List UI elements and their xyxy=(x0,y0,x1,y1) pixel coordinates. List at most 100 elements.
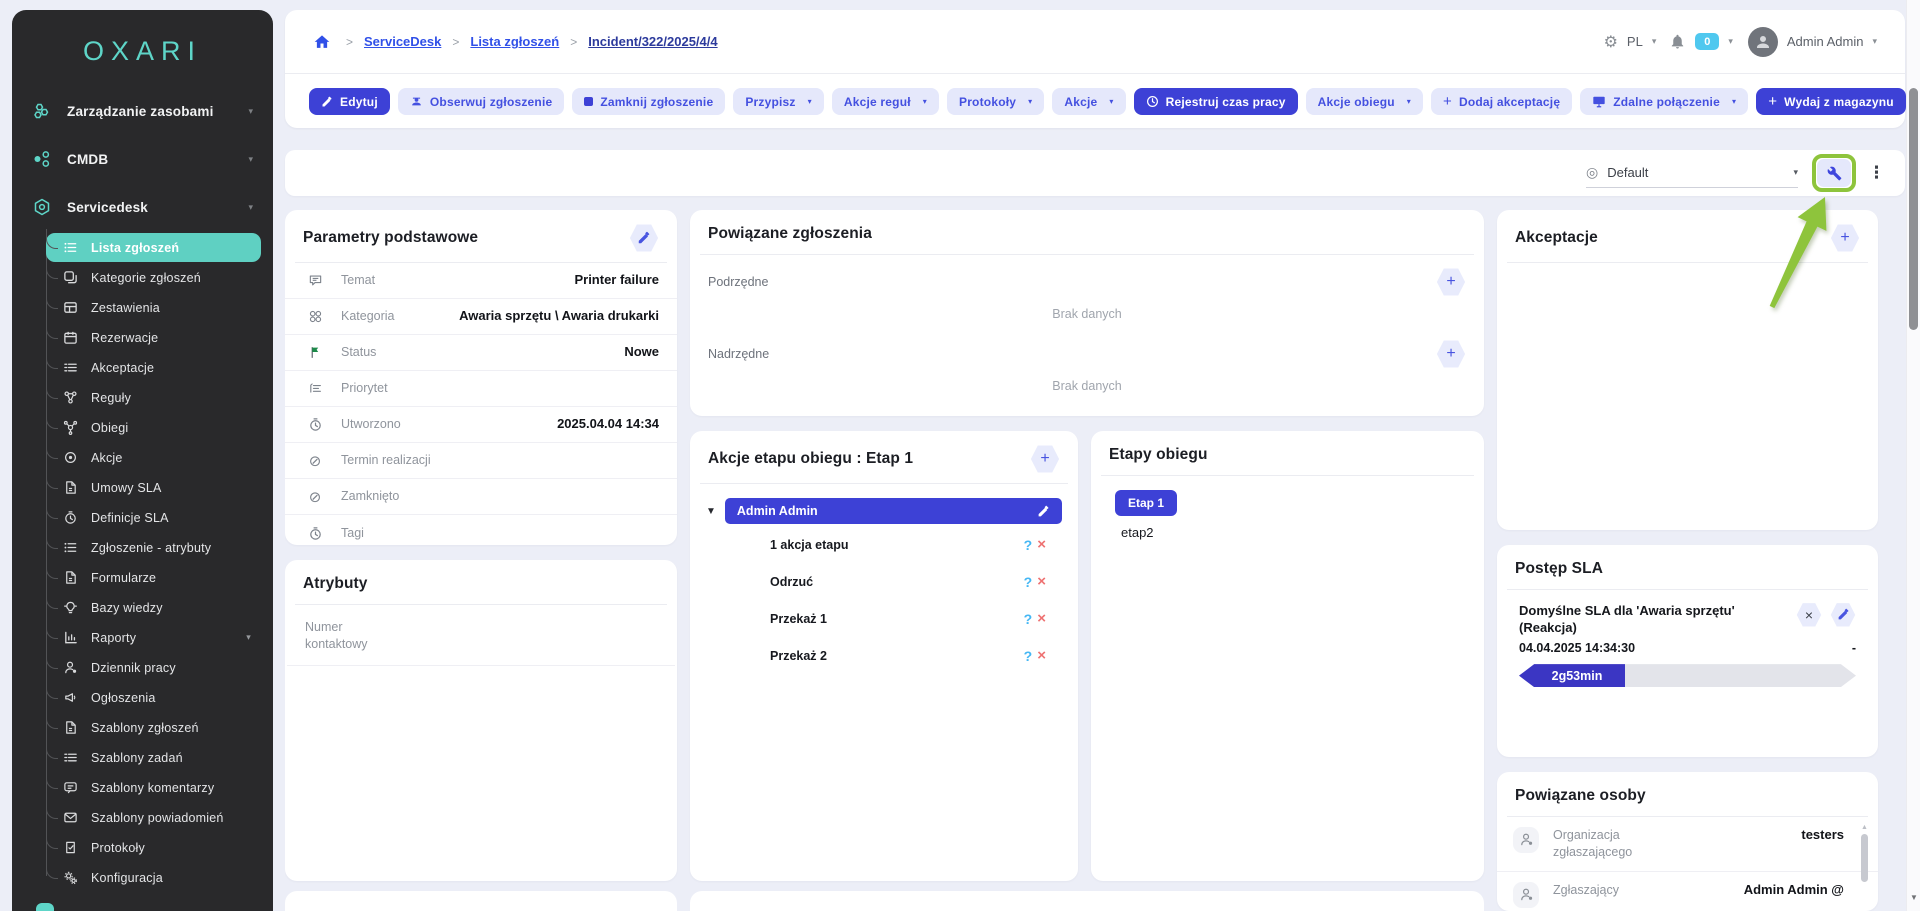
rule-actions-button[interactable]: Akcje reguł ▾ xyxy=(831,88,939,115)
sidebar-item-zestawienia[interactable]: Zestawienia xyxy=(46,293,261,322)
chevron-down-icon[interactable]: ▾ xyxy=(1728,36,1733,46)
stage-badge-active[interactable]: Etap 1 xyxy=(1115,490,1178,516)
scroll-up-icon[interactable]: ▲ xyxy=(1861,823,1868,831)
sidebar-item-szablony-zgloszen[interactable]: Szablony zgłoszeń xyxy=(46,713,261,742)
sidebar-item-akceptacje[interactable]: Akceptacje xyxy=(46,353,261,382)
question-icon[interactable]: ? xyxy=(1023,573,1033,590)
checklist-icon xyxy=(63,360,78,375)
panel-title: Etapy obiegu xyxy=(1109,446,1208,463)
sidebar-item-ogloszenia[interactable]: Ogłoszenia xyxy=(46,683,261,712)
add-stage-action-button[interactable]: + xyxy=(1030,445,1060,473)
stage-action-row: Odrzuć? × xyxy=(770,573,1046,590)
sidebar-item-konfiguracja[interactable]: Konfiguracja xyxy=(46,863,261,892)
breadcrumb-incident[interactable]: Incident/322/2025/4/4 xyxy=(588,34,718,49)
chevron-down-icon: ▾ xyxy=(1028,97,1033,106)
sidebar-item-umowy-sla[interactable]: Umowy SLA xyxy=(46,473,261,502)
person-icon xyxy=(63,660,78,675)
sidebar-group-servicedesk[interactable]: Servicedesk ▾ xyxy=(12,183,273,231)
chevron-down-icon[interactable]: ▾ xyxy=(1651,36,1657,46)
kebab-menu-icon[interactable]: ⋮ xyxy=(1868,163,1885,182)
close-ticket-button[interactable]: Zamknij zgłoszenie xyxy=(572,88,726,115)
sidebar-item-raporty[interactable]: Raporty ▾ xyxy=(46,623,261,652)
home-icon[interactable] xyxy=(313,33,331,51)
sidebar-item-formularze[interactable]: Formularze xyxy=(46,563,261,592)
stage-label[interactable]: etap2 xyxy=(1121,525,1154,540)
sidebar-item-reguly[interactable]: Reguły xyxy=(46,383,261,412)
remove-sla-button[interactable]: × xyxy=(1796,603,1822,627)
sidebar-item-rezerwacje[interactable]: Rezerwacje xyxy=(46,323,261,352)
sidebar-item-szablony-komentarzy[interactable]: Szablony komentarzy xyxy=(46,773,261,802)
person-icon xyxy=(1519,832,1534,847)
sidebar-group-zarzadzanie-zasobami[interactable]: Zarządzanie zasobami ▾ xyxy=(12,87,273,135)
edit-sla-button[interactable] xyxy=(1830,603,1856,627)
issue-from-warehouse-button[interactable]: + Wydaj z magazynu xyxy=(1756,88,1906,115)
flag-icon xyxy=(308,345,323,360)
sidebar-item-protokoly[interactable]: Protokoły xyxy=(46,833,261,862)
observe-ticket-button[interactable]: Obserwuj zgłoszenie xyxy=(397,88,565,115)
basic-parameters-panel: Parametry podstawowe Temat Printer failur… xyxy=(285,210,677,545)
question-icon[interactable]: ? xyxy=(1023,647,1033,664)
view-preset-select[interactable]: ◎ Default ▾ xyxy=(1586,158,1798,188)
stop-square-icon xyxy=(584,97,594,106)
question-icon[interactable]: ? xyxy=(1023,536,1033,553)
close-icon[interactable]: × xyxy=(1037,610,1046,627)
pencil-icon[interactable] xyxy=(1037,505,1050,518)
sla-end-time: - xyxy=(1851,641,1856,656)
gear-icon[interactable]: ⚙ xyxy=(1603,33,1618,51)
monitor-icon xyxy=(1592,94,1606,109)
close-icon[interactable]: × xyxy=(1037,536,1046,553)
annotation-highlight-box xyxy=(1812,154,1856,192)
stage-action-row: Przekaż 2? × xyxy=(770,647,1046,664)
sidebar-item-szablony-powiadomien[interactable]: Szablony powiadomień xyxy=(46,803,261,832)
customize-view-button[interactable] xyxy=(1817,159,1851,187)
user-menu[interactable]: Admin Admin xyxy=(1786,34,1864,49)
panel-title: Akcje etapu obiegu : Etap 1 xyxy=(708,450,914,467)
edit-button[interactable]: Edytuj xyxy=(309,88,390,115)
language-selector[interactable]: PL xyxy=(1626,34,1643,49)
scrollbar-thumb[interactable] xyxy=(1909,88,1918,330)
sidebar-item-szablony-zadan[interactable]: Szablony zadań xyxy=(46,743,261,772)
add-parent-ticket-button[interactable]: + xyxy=(1436,340,1466,368)
assign-button[interactable]: Przypisz ▾ xyxy=(733,88,824,115)
sidebar-item-kategorie-zgloszen[interactable]: Kategorie zgłoszeń xyxy=(46,263,261,292)
sidebar-item-zgloszenie-atrybuty[interactable]: Zgłoszenie - atrybuty xyxy=(46,533,261,562)
notification-badge[interactable]: 0 xyxy=(1695,33,1720,50)
chevron-down-icon: ▾ xyxy=(1109,97,1114,106)
chevron-down-icon: ▾ xyxy=(248,105,253,116)
protocols-button[interactable]: Protokoły ▾ xyxy=(946,88,1045,115)
divider xyxy=(1507,588,1868,590)
sidebar-item-dziennik-pracy[interactable]: Dziennik pracy xyxy=(46,653,261,682)
sidebar-item-bazy-wiedzy[interactable]: Bazy wiedzy xyxy=(46,593,261,622)
add-child-ticket-button[interactable]: + xyxy=(1436,268,1466,296)
breadcrumb-lista-zgloszen[interactable]: Lista zgłoszeń xyxy=(470,34,560,49)
sidebar-item-definicje-sla[interactable]: Definicje SLA xyxy=(46,503,261,532)
chevron-down-icon[interactable]: ▾ xyxy=(1872,36,1877,46)
question-icon[interactable]: ? xyxy=(1023,610,1033,627)
close-icon[interactable]: × xyxy=(1037,573,1046,590)
sidebar-group-cmdb[interactable]: CMDB ▾ xyxy=(12,135,273,183)
avatar[interactable] xyxy=(1747,26,1778,57)
wrench-icon xyxy=(1827,166,1842,181)
breadcrumb-servicedesk[interactable]: ServiceDesk xyxy=(364,34,442,49)
remote-connection-button[interactable]: Zdalne połączenie ▾ xyxy=(1580,88,1749,115)
assignee-pill[interactable]: Admin Admin xyxy=(724,498,1062,524)
sidebar-item-lista-zgloszen[interactable]: Lista zgłoszeń xyxy=(46,233,261,262)
scrollbar-thumb[interactable] xyxy=(1861,833,1868,882)
sidebar-item-akcje[interactable]: Akcje xyxy=(46,443,261,472)
sidebar-item-obiegi[interactable]: Obiegi xyxy=(46,413,261,442)
attribute-row: Numer kontaktowy xyxy=(287,605,675,666)
close-icon[interactable]: × xyxy=(1037,647,1046,664)
document-icon xyxy=(63,720,78,735)
add-acceptance-panel-button[interactable]: + xyxy=(1830,224,1860,252)
actions-button[interactable]: Akcje ▾ xyxy=(1052,88,1126,115)
edit-parameters-button[interactable] xyxy=(629,224,659,252)
chevron-down-icon[interactable]: ▼ xyxy=(706,505,716,517)
add-acceptance-button[interactable]: + Dodaj akceptację xyxy=(1430,88,1573,115)
chevron-down-icon: ▾ xyxy=(246,632,251,642)
register-worktime-button[interactable]: Rejestruj czas pracy xyxy=(1133,88,1298,115)
breadcrumb-separator: > xyxy=(452,34,460,49)
workflow-actions-button[interactable]: Akcje obiegu ▾ xyxy=(1305,88,1423,115)
bell-icon[interactable] xyxy=(1669,33,1686,50)
scroll-down-icon[interactable]: ▼ xyxy=(1910,893,1918,902)
